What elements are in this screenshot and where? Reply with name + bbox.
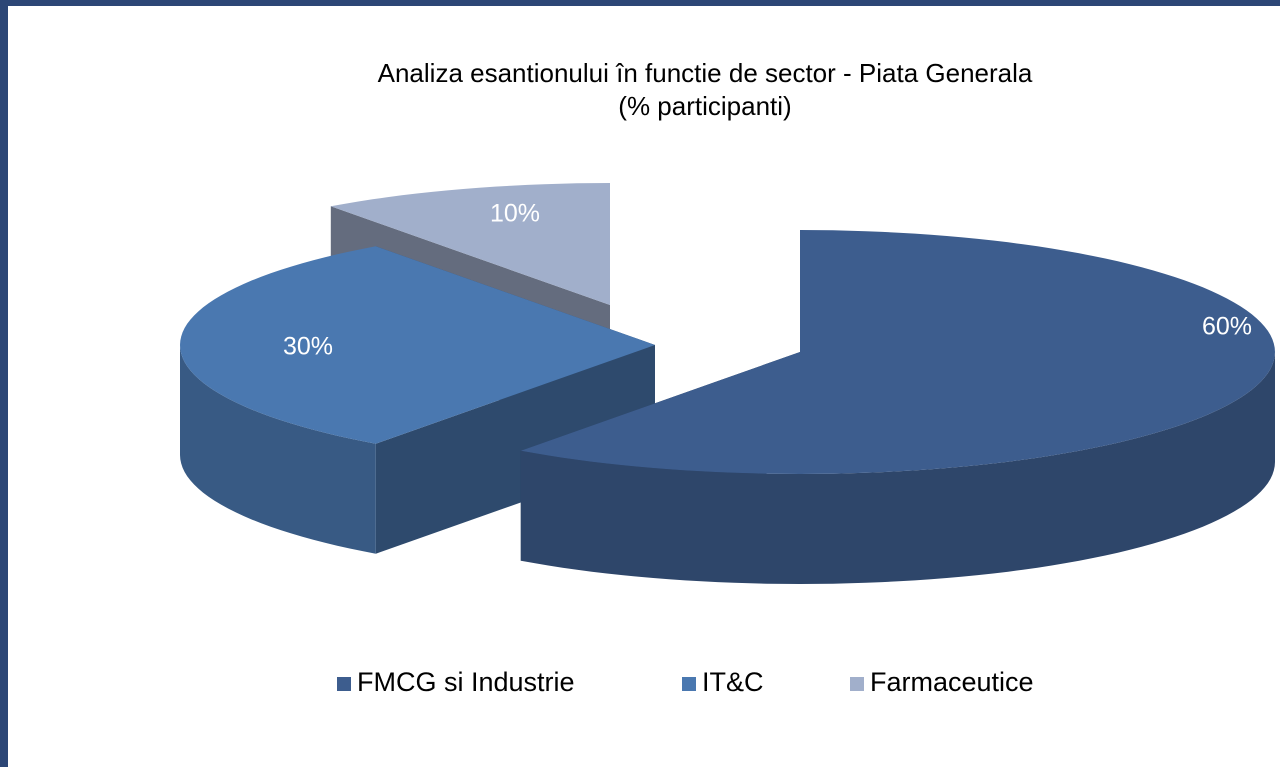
legend-swatch	[337, 677, 351, 691]
legend-swatch	[682, 677, 696, 691]
legend-swatch	[850, 677, 864, 691]
legend-label: IT&C	[702, 667, 764, 697]
slice	[330, 183, 610, 305]
slice-wall	[520, 352, 1275, 584]
data-label: 30%	[283, 333, 333, 361]
slice	[520, 230, 1275, 474]
data-label: 60%	[1202, 313, 1252, 341]
slice-wall	[180, 345, 376, 554]
chart-subtitle: (% participanti)	[618, 91, 791, 121]
data-label: 10%	[490, 200, 540, 228]
legend: FMCG si Industrie IT&C Farmaceutice	[337, 667, 1034, 697]
slice	[180, 246, 655, 444]
legend-label: Farmaceutice	[870, 667, 1034, 697]
chart-title: Analiza esantionului în functie de secto…	[378, 58, 1033, 88]
legend-label: FMCG si Industrie	[357, 667, 575, 697]
pie: 60% 30% 10%	[180, 183, 1275, 584]
